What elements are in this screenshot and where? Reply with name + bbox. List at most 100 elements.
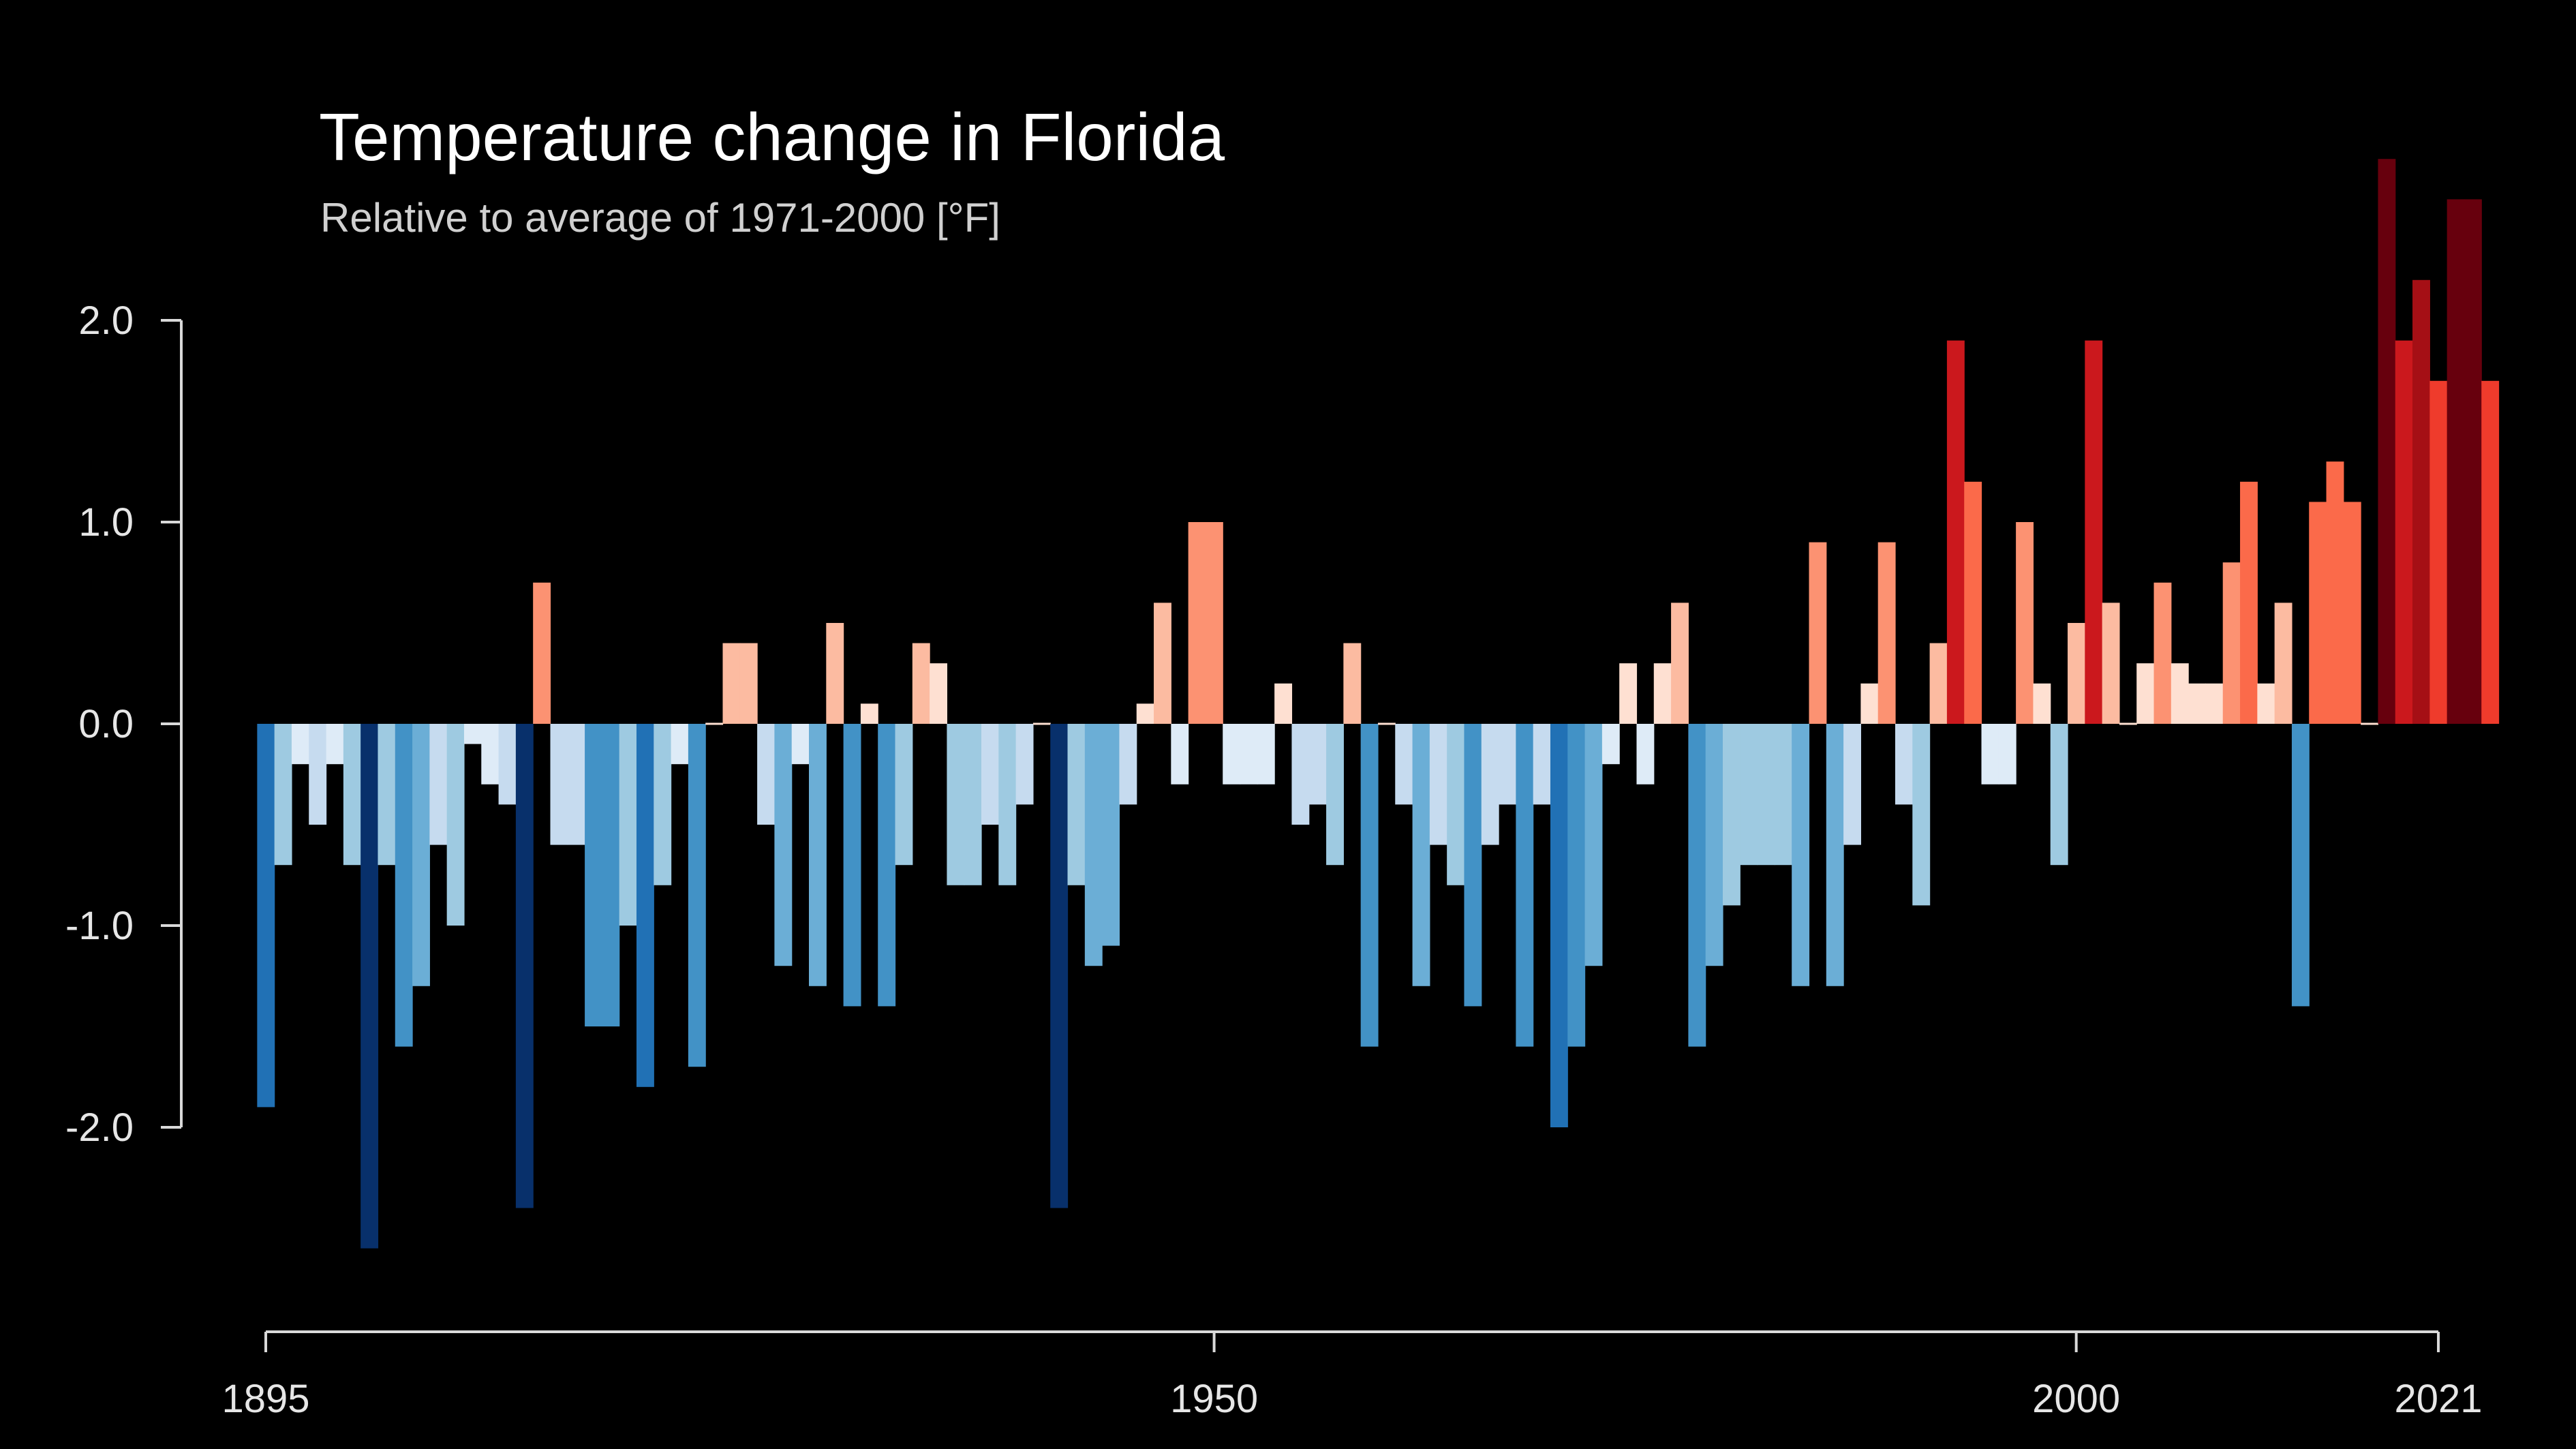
- bar-1993: [1946, 340, 1965, 724]
- bar-1927: [809, 724, 827, 986]
- bar-1917: [636, 724, 654, 1087]
- bars-group: [257, 159, 2500, 1249]
- bar-1971: [1567, 724, 1586, 1047]
- bar-1983: [1774, 724, 1792, 866]
- bar-2009: [2222, 562, 2241, 724]
- bar-1953: [1257, 724, 1275, 784]
- bar-2024: [2481, 380, 2500, 724]
- bar-1988: [1860, 683, 1879, 724]
- bar-1980: [1722, 724, 1741, 906]
- bar-1973: [1601, 724, 1620, 765]
- bar-1940: [1032, 722, 1051, 725]
- bar-2016: [2343, 502, 2361, 724]
- bar-2002: [2102, 603, 2120, 724]
- bar-1964: [1447, 724, 1465, 885]
- bar-1952: [1240, 724, 1258, 784]
- bar-2014: [2309, 502, 2327, 724]
- y-tick-label: -1.0: [65, 904, 134, 948]
- bar-1960: [1377, 722, 1396, 725]
- bar-2023: [2464, 199, 2482, 724]
- bar-1970: [1550, 724, 1568, 1127]
- bar-1909: [498, 724, 517, 805]
- bar-1986: [1826, 724, 1844, 986]
- bar-1932: [895, 724, 913, 866]
- y-axis: 2.0 1.0 0.0 -1.0 -2.0: [65, 299, 183, 1150]
- bar-1897: [291, 724, 309, 765]
- bar-2003: [2119, 722, 2137, 725]
- bar-1913: [567, 724, 585, 845]
- bar-2000: [2068, 623, 2085, 724]
- bar-1898: [309, 724, 327, 825]
- bar-1975: [1636, 724, 1655, 784]
- bar-1930: [860, 703, 878, 724]
- bar-1989: [1877, 542, 1896, 724]
- bar-1899: [326, 724, 344, 765]
- bar-1926: [791, 724, 810, 765]
- chart-subtitle: Relative to average of 1971-2000 [°F]: [320, 195, 1000, 241]
- bar-1951: [1223, 724, 1241, 784]
- x-tick-label: 2000: [2032, 1377, 2120, 1421]
- bar-1982: [1757, 724, 1775, 866]
- bar-1962: [1412, 724, 1430, 986]
- y-tick-label: 1.0: [78, 500, 134, 545]
- bar-1933: [912, 643, 930, 724]
- bar-1942: [1067, 724, 1086, 885]
- bar-1956: [1308, 724, 1327, 805]
- bar-1961: [1395, 724, 1413, 805]
- bar-1955: [1291, 724, 1310, 825]
- bar-1908: [481, 724, 500, 784]
- bar-1902: [378, 724, 396, 866]
- bar-1992: [1929, 643, 1948, 724]
- bar-1977: [1671, 603, 1689, 724]
- bar-1937: [981, 724, 999, 825]
- bar-1985: [1809, 542, 1827, 724]
- bar-1996: [1998, 724, 2017, 784]
- bar-1965: [1464, 724, 1482, 1007]
- bar-2017: [2361, 722, 2379, 725]
- bar-1916: [619, 724, 637, 926]
- bar-1968: [1516, 724, 1534, 1047]
- bar-1945: [1119, 724, 1137, 805]
- bar-1920: [688, 724, 706, 1067]
- bar-1905: [429, 724, 448, 845]
- bar-1938: [998, 724, 1017, 885]
- bar-1948: [1171, 724, 1189, 784]
- bar-2021: [2429, 380, 2448, 724]
- bar-1946: [1136, 703, 1154, 724]
- bar-1911: [533, 582, 551, 724]
- bar-1928: [826, 623, 844, 724]
- bar-1998: [2033, 683, 2051, 724]
- bar-1900: [343, 724, 361, 866]
- bar-2008: [2205, 683, 2224, 724]
- bar-2007: [2188, 683, 2207, 724]
- bar-1999: [2050, 724, 2068, 866]
- bar-1987: [1843, 724, 1861, 845]
- bar-1966: [1481, 724, 1499, 845]
- bar-1963: [1429, 724, 1447, 845]
- bar-1947: [1154, 603, 1171, 724]
- bar-2015: [2326, 461, 2344, 724]
- x-axis: 1895 1950 2000 2021: [221, 1330, 2483, 1421]
- bar-1997: [2016, 522, 2034, 724]
- x-tick-label: 1950: [1170, 1377, 1258, 1421]
- bar-1925: [774, 724, 793, 966]
- bar-1931: [878, 724, 896, 1007]
- bar-1934: [930, 663, 948, 724]
- bar-1958: [1343, 643, 1362, 724]
- bar-1901: [361, 724, 379, 1249]
- bar-2022: [2447, 199, 2465, 724]
- bar-2012: [2274, 603, 2293, 724]
- bar-1981: [1740, 724, 1758, 866]
- bar-1918: [654, 724, 672, 885]
- y-tick-label: 2.0: [78, 299, 134, 343]
- bar-1979: [1705, 724, 1723, 966]
- bar-1906: [446, 724, 465, 926]
- bar-1912: [550, 724, 568, 845]
- bar-2004: [2136, 663, 2155, 724]
- bar-2006: [2171, 663, 2189, 724]
- y-tick-label: 0.0: [78, 702, 134, 746]
- bar-1922: [722, 643, 741, 724]
- bar-2019: [2395, 340, 2413, 724]
